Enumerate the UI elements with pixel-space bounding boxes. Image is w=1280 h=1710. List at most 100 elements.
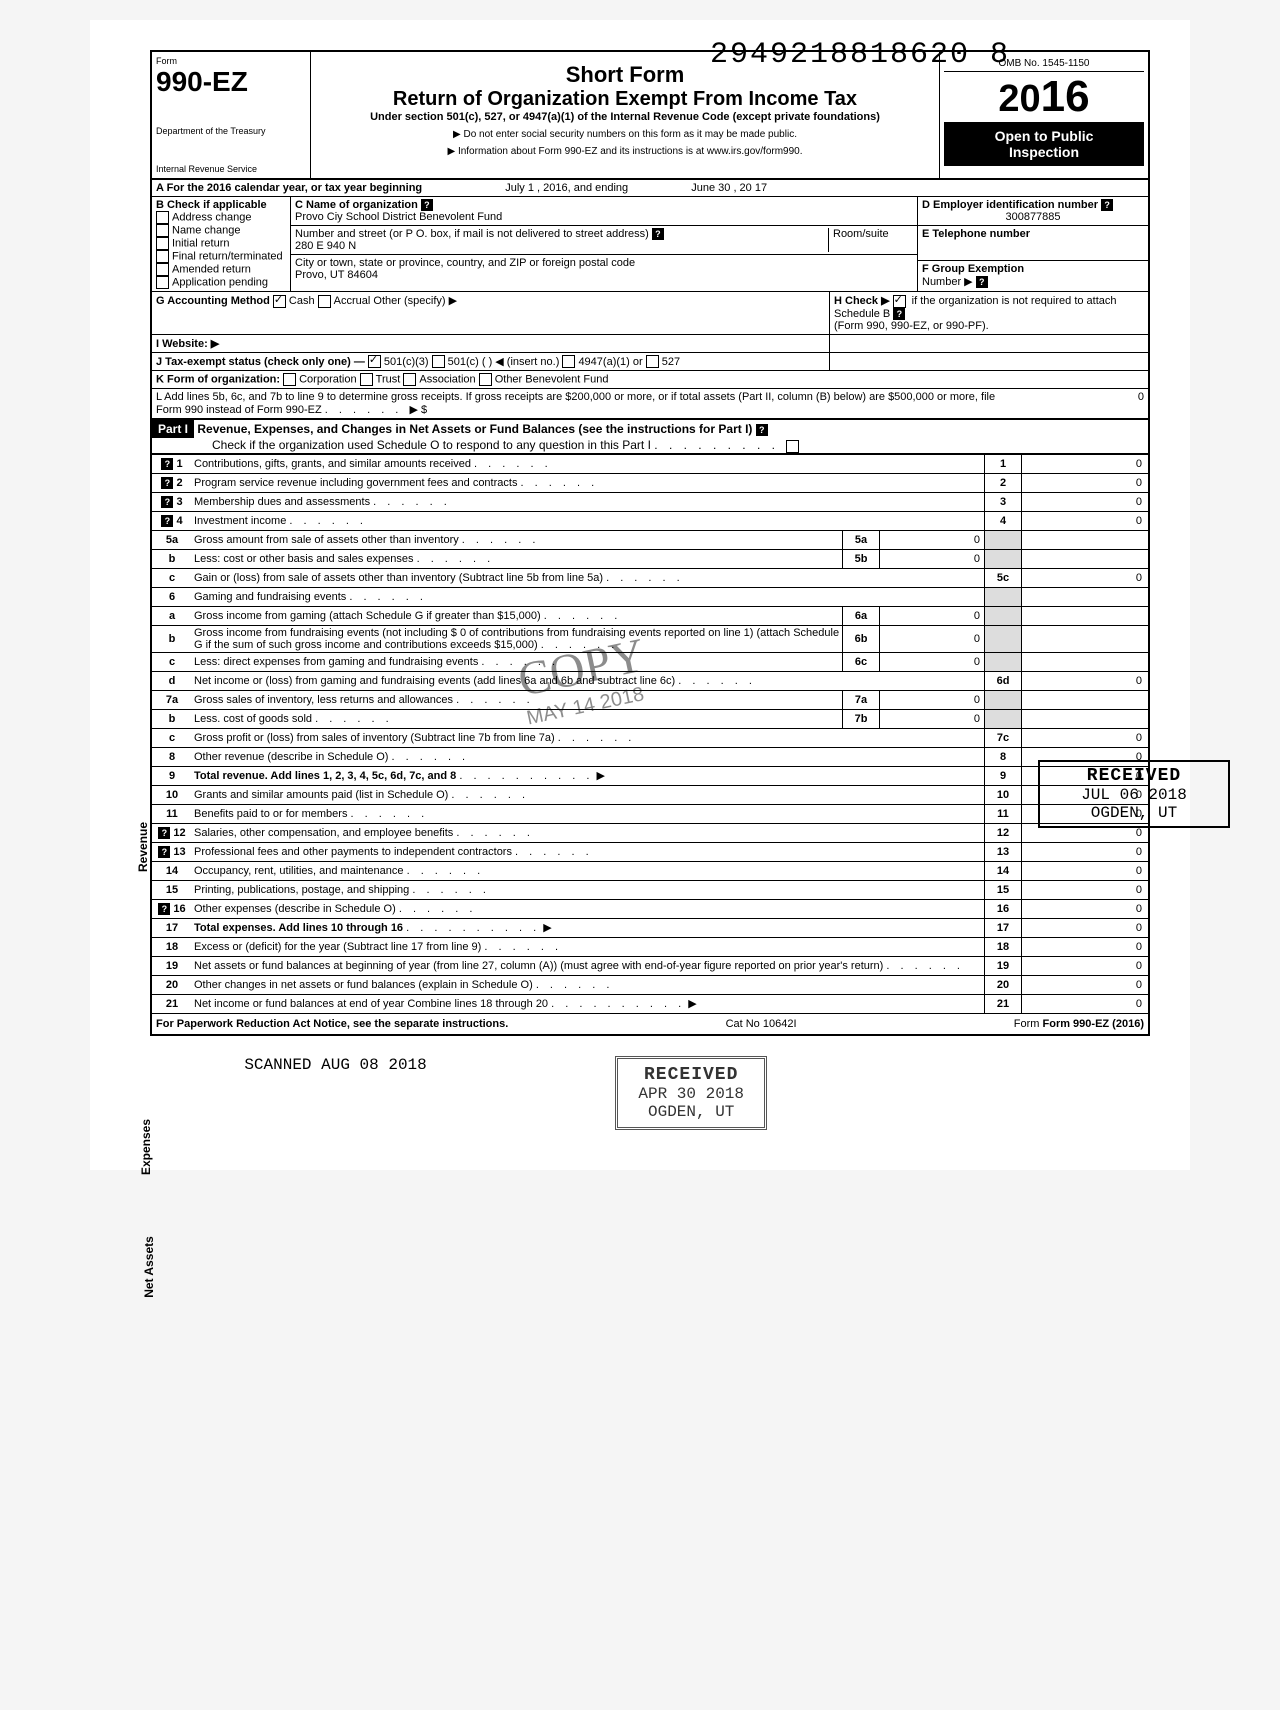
ein-label: D Employer identification number: [922, 199, 1098, 211]
right-line-val: 0: [1022, 941, 1148, 953]
mid-line-num: 6c: [842, 653, 880, 671]
line-3: ? 3Membership dues and assessments . . .…: [150, 493, 1150, 512]
right-line-num: 14: [984, 862, 1022, 880]
mid-line-val: 0: [880, 553, 984, 565]
help-icon: ?: [158, 827, 170, 839]
mid-line-val: 0: [880, 694, 984, 706]
line-number: ? 12: [152, 827, 192, 839]
checkbox-schedule-o[interactable]: [786, 440, 799, 453]
checkbox-501c3[interactable]: [368, 355, 381, 368]
opt-corp: Corporation: [299, 374, 356, 386]
line-number: d: [152, 675, 192, 687]
right-line-val: 0: [1022, 496, 1148, 508]
period-endyear: , 20 17: [733, 182, 767, 194]
website-label: I Website: ▶: [156, 338, 219, 350]
group-exemption-sub: Number ▶: [922, 276, 973, 288]
line-label: Gross profit or (loss) from sales of inv…: [192, 731, 984, 745]
footer: For Paperwork Reduction Act Notice, see …: [150, 1014, 1150, 1036]
checkbox-corp[interactable]: [283, 373, 296, 386]
mid-line-val: 0: [880, 633, 984, 645]
section-b-item: Application pending: [156, 276, 286, 289]
org-name: Provo Ciy School District Benevolent Fun…: [295, 211, 502, 223]
right-line-num: 19: [984, 957, 1022, 975]
help-icon: ?: [652, 228, 664, 240]
info-line: ▶ Information about Form 990-EZ and its …: [315, 146, 935, 157]
line-label: Printing, publications, postage, and shi…: [192, 883, 984, 897]
opt-other: Other: [495, 374, 523, 386]
right-line-val: 0: [1022, 827, 1148, 839]
checkbox-527[interactable]: [646, 355, 659, 368]
right-line-val: 0: [1022, 960, 1148, 972]
form-page: 2949218818620 8 Form 990-EZ Department o…: [90, 20, 1190, 1170]
line-number: 8: [152, 751, 192, 763]
inspection-label: Inspection: [946, 144, 1142, 160]
mid-line-num: 7b: [842, 710, 880, 728]
checkbox-other[interactable]: [479, 373, 492, 386]
dots: . . . . . . . . .: [654, 438, 786, 452]
received1-date: JUL 06 2018: [1044, 786, 1224, 804]
right-line-num: 13: [984, 843, 1022, 861]
checkbox[interactable]: [156, 250, 169, 263]
line-c: cLess: direct expenses from gaming and f…: [150, 653, 1150, 672]
right-line-num: 2: [984, 474, 1022, 492]
checkbox-4947[interactable]: [562, 355, 575, 368]
footer-left: For Paperwork Reduction Act Notice, see …: [156, 1018, 508, 1030]
checkbox[interactable]: [156, 224, 169, 237]
right-line-num: 16: [984, 900, 1022, 918]
checkbox[interactable]: [156, 263, 169, 276]
received2-date: APR 30 2018: [638, 1085, 744, 1103]
phone-label: E Telephone number: [922, 228, 1030, 240]
section-b-item: Final return/terminated: [156, 250, 286, 263]
right-line-num: 9: [984, 767, 1022, 785]
header-left: Form 990-EZ Department of the Treasury I…: [152, 52, 311, 178]
k-other-value: Benevolent Fund: [525, 374, 608, 386]
line-6: 6Gaming and fundraising events . . . . .…: [150, 588, 1150, 607]
year-prefix: 20: [998, 78, 1040, 120]
received1-loc: OGDEN, UT: [1044, 804, 1224, 822]
right-filler: [984, 607, 1022, 625]
help-icon: ?: [161, 515, 173, 527]
right-filler: [984, 626, 1022, 652]
street-value: 280 E 940 N: [295, 240, 356, 252]
checkbox-assoc[interactable]: [403, 373, 416, 386]
checkbox-h[interactable]: [893, 295, 906, 308]
l-text: L Add lines 5b, 6c, and 7b to line 9 to …: [156, 391, 995, 416]
checkbox-cash[interactable]: [273, 295, 286, 308]
bottom-stamps: SCANNED AUG 08 2018 RECEIVED APR 30 2018…: [150, 1056, 1150, 1130]
checkbox-501c[interactable]: [432, 355, 445, 368]
c-name-label: C Name of organization: [295, 199, 418, 211]
right-line-val: 0: [1022, 477, 1148, 489]
line-label: Excess or (deficit) for the year (Subtra…: [192, 940, 984, 954]
right-filler: [984, 588, 1022, 606]
right-line-num: 17: [984, 919, 1022, 937]
line-number: 14: [152, 865, 192, 877]
entity-block: B Check if applicable Address changeName…: [150, 197, 1150, 292]
checkbox[interactable]: [156, 237, 169, 250]
checkbox-trust[interactable]: [360, 373, 373, 386]
help-icon: ?: [976, 276, 988, 288]
line-label: Other expenses (describe in Schedule O) …: [192, 902, 984, 916]
line-b: bGross income from fundraising events (n…: [150, 626, 1150, 653]
mid-line-val: 0: [880, 534, 984, 546]
line-number: b: [152, 633, 192, 645]
line-10: 10Grants and similar amounts paid (list …: [150, 786, 1150, 805]
checkbox[interactable]: [156, 211, 169, 224]
checkbox[interactable]: [156, 276, 169, 289]
received1-title: RECEIVED: [1044, 766, 1224, 786]
checkbox-accrual[interactable]: [318, 295, 331, 308]
under-section: Under section 501(c), 527, or 4947(a)(1)…: [315, 111, 935, 123]
opt-501c3: 501(c)(3): [384, 356, 429, 368]
line-c: cGain or (loss) from sale of assets othe…: [150, 569, 1150, 588]
section-b-label: B Check if applicable: [156, 199, 267, 211]
footer-right: Form Form 990-EZ (2016): [1014, 1018, 1144, 1030]
mid-line-val: 0: [880, 713, 984, 725]
line-5a: 5aGross amount from sale of assets other…: [150, 531, 1150, 550]
opt-4947: 4947(a)(1) or: [578, 356, 642, 368]
line-label: Membership dues and assessments . . . . …: [192, 495, 984, 509]
received-stamp-1: RECEIVED JUL 06 2018 OGDEN, UT: [1038, 760, 1230, 828]
part1-header-row: Part I Revenue, Expenses, and Changes in…: [150, 420, 1150, 454]
lines-container: ? 1Contributions, gifts, grants, and sim…: [150, 455, 1150, 1014]
line-label: Gross income from fundraising events (no…: [192, 626, 842, 652]
right-line-num: 8: [984, 748, 1022, 766]
line-number: b: [152, 553, 192, 565]
